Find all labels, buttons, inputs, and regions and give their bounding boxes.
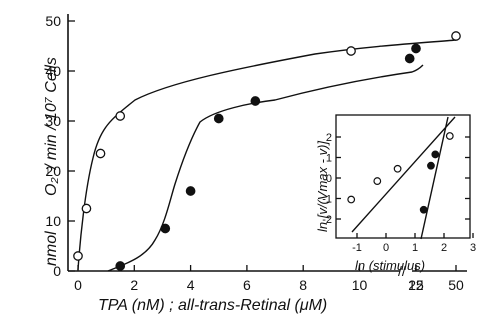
main-points	[73, 31, 461, 271]
x-tick-label: 4	[187, 277, 195, 293]
x-tick-label: 12	[408, 277, 424, 293]
inset-x-tick-label: 2	[441, 242, 447, 254]
filled-data-point	[250, 96, 261, 106]
inset-points	[347, 132, 454, 214]
inset-x-axis-title: ln (stimulus)	[355, 258, 425, 273]
open-data-point	[115, 111, 126, 121]
inset-open-data-point	[373, 177, 382, 185]
inset-filled-fit-line	[420, 116, 449, 240]
y-axis-title-unit: nmol	[43, 231, 60, 266]
x-tick-label: 2	[130, 277, 138, 293]
x-axis-break-mark: //	[398, 263, 406, 279]
open-data-point	[346, 46, 356, 56]
inset-x-tick-label: 3	[470, 242, 476, 254]
filled-data-point	[404, 53, 415, 64]
filled-series-curve	[107, 64, 424, 272]
open-data-point	[81, 203, 92, 214]
y-tick-label: 30	[45, 113, 61, 129]
x-tick-label: 6	[243, 277, 251, 293]
inset-open-data-point	[445, 132, 454, 140]
filled-data-point	[411, 43, 421, 54]
inset-ticks: -1 0 1 2 3 -2 -1 0 1 2	[322, 132, 476, 254]
inset-x-tick-label: 1	[412, 242, 418, 254]
x-axis-title: TPA (nM) ; all-trans-Retinal (μM)	[98, 297, 327, 314]
inset-filled-data-point	[427, 161, 435, 170]
x-tick-label: 25	[408, 277, 424, 293]
inset-filled-data-point	[431, 150, 440, 159]
inset-frame	[335, 114, 471, 239]
inset-x-tick-label: -1	[352, 242, 362, 254]
inset-filled-data-point	[419, 205, 428, 214]
x-tick-label: 8	[299, 277, 307, 293]
x-tick-label: 0	[74, 277, 82, 293]
y-axis-title-main: O₂⁻/ min / 10⁷ Cells	[43, 57, 60, 196]
y-tick-label: 40	[45, 63, 61, 79]
inset-y-tick-label: 1	[326, 153, 332, 165]
inset-open-data-point	[393, 164, 402, 173]
filled-data-point	[115, 261, 126, 271]
y-tick-label: 20	[45, 163, 61, 179]
inset-y-tick-label: -2	[322, 214, 332, 226]
y-tick-label: 0	[53, 263, 61, 279]
inset-plot: -1 0 1 2 3 -2 -1 0 1 2 ln (stimulus) ln [v/(Vmax …	[315, 114, 476, 273]
inset-x-tick-label: 0	[383, 242, 389, 254]
inset-y-tick-label: -1	[322, 194, 332, 206]
x-tick-label: 10	[352, 277, 368, 293]
inset-y-tick-label: 0	[326, 173, 332, 185]
inset-y-tick-label: 2	[326, 132, 332, 144]
filled-data-point	[160, 223, 171, 234]
inset-y-axis-title: ln [v/(Vmax - v)]	[315, 141, 330, 232]
open-series-curve	[77, 39, 457, 271]
inset-open-fit-line	[351, 116, 456, 233]
filled-data-point	[185, 186, 196, 196]
open-data-point	[451, 31, 461, 41]
open-data-point	[73, 251, 83, 261]
open-data-point	[95, 148, 106, 159]
y-tick-label: 50	[45, 13, 61, 29]
filled-data-point	[213, 113, 224, 124]
x-tick-label: 50	[448, 277, 464, 293]
y-tick-label: 10	[45, 213, 61, 229]
inset-open-data-point	[347, 195, 356, 204]
